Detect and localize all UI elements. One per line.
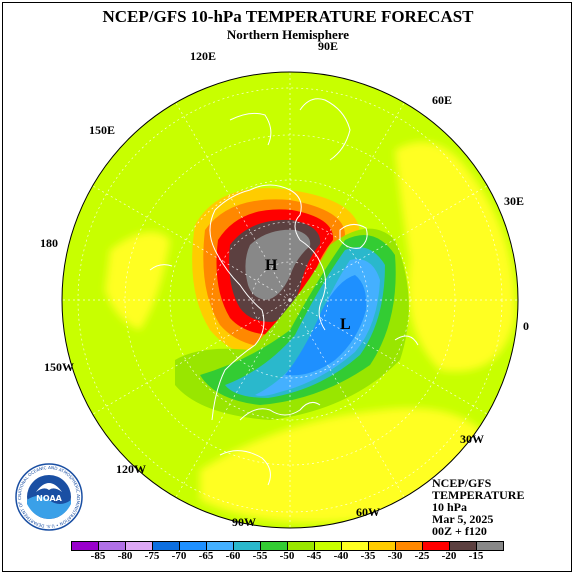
legend-tick-label: -25 <box>414 550 430 562</box>
legend-tick-label: -85 <box>90 550 106 562</box>
info-cycle: 00Z + f120 <box>432 524 487 538</box>
info-model: NCEP/GFS <box>432 476 492 490</box>
legend-tick-label: -15 <box>468 550 484 562</box>
lon-label-60w: 60W <box>356 505 380 519</box>
longitude-grid <box>62 72 518 528</box>
lon-label-0: 0 <box>523 319 529 333</box>
legend-tick-label: -30 <box>387 550 403 562</box>
legend-tick-label: -65 <box>198 550 214 562</box>
legend-tick-label: -70 <box>171 550 187 562</box>
image-frame <box>2 2 572 572</box>
warm-core <box>245 229 311 300</box>
lon-label-120w: 120W <box>116 462 146 476</box>
legend-tick-label: -75 <box>144 550 160 562</box>
lon-label-90w: 90W <box>232 515 256 529</box>
legend-tick-label: -45 <box>306 550 322 562</box>
lon-label-150e: 150E <box>89 123 116 137</box>
legend-tick-label: -80 <box>117 550 133 562</box>
legend-tick-label: -55 <box>252 550 268 562</box>
temperature-field <box>62 72 518 528</box>
coastlines <box>149 98 419 486</box>
map-title: NCEP/GFS 10-hPa TEMPERATURE FORECAST <box>102 7 474 26</box>
low-pressure-marker: L <box>340 316 351 333</box>
lon-label-180: 180 <box>40 236 58 250</box>
lon-label-150w: 150W <box>44 360 74 374</box>
lon-label-30e: 30E <box>504 194 525 208</box>
map-boundary <box>61 71 519 529</box>
info-variable: TEMPERATURE <box>432 488 525 502</box>
lon-label-90e: 90E <box>318 39 339 53</box>
yellow-band-west <box>105 232 170 330</box>
lon-label-120e: 120E <box>190 49 217 63</box>
noaa-logo: NATIONAL OCEANIC AND ATMOSPHERIC ADMINIS… <box>14 462 83 531</box>
lon-label-30w: 30W <box>460 432 484 446</box>
high-pressure-marker: H <box>265 257 278 274</box>
legend-swatch <box>476 541 504 551</box>
legend-tick-label: -50 <box>279 550 295 562</box>
noaa-logo-text: NOAA <box>36 494 62 503</box>
legend-tick-label: -35 <box>360 550 376 562</box>
legend-tick-label: -20 <box>441 550 457 562</box>
legend-tick-label: -40 <box>333 550 349 562</box>
info-level: 10 hPa <box>432 500 468 514</box>
yellow-band-east <box>395 142 516 372</box>
map-subtitle: Northern Hemisphere <box>226 27 350 42</box>
legend-tick-label: -60 <box>225 550 241 562</box>
info-date: Mar 5, 2025 <box>432 512 494 526</box>
forecast-info: NCEP/GFS TEMPERATURE 10 hPa Mar 5, 2025 … <box>432 477 524 537</box>
lon-label-60e: 60E <box>432 93 453 107</box>
